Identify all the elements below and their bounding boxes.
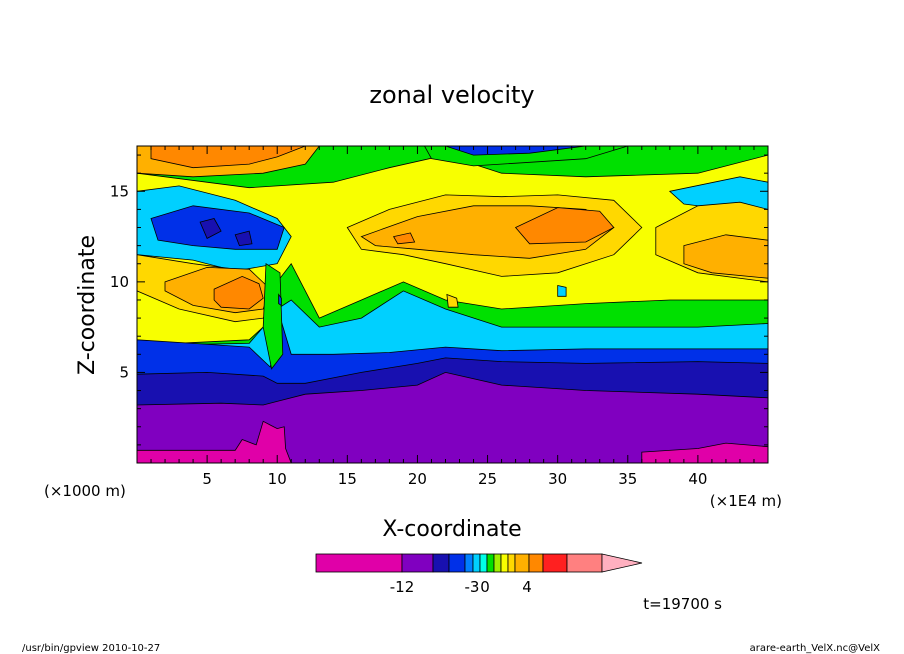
contour-region <box>262 262 284 370</box>
x-axis: 5 10 15 20 25 30 35 40 <box>150 146 755 488</box>
colorbar <box>315 553 643 573</box>
x-tick-label: 25 <box>478 470 497 488</box>
colorbar-tick-label: -12 <box>390 578 415 596</box>
colorbar-segment <box>472 553 481 573</box>
contour-region <box>213 275 264 310</box>
colorbar-segment <box>432 553 450 573</box>
contour-region <box>137 146 320 242</box>
x-tick-label: 5 <box>202 470 212 488</box>
x-tick-label: 20 <box>408 470 427 488</box>
y-tick-label: 10 <box>110 273 129 291</box>
plot-area <box>137 146 768 463</box>
colorbar-segment <box>464 553 474 573</box>
colorbar-segment <box>507 553 516 573</box>
colorbar-tick-label: -3 <box>465 578 480 596</box>
x-tick-label: 35 <box>618 470 637 488</box>
colorbar-segment <box>566 553 603 573</box>
y-tick-label: 15 <box>110 182 129 200</box>
contour-region <box>278 293 282 307</box>
y-axis-label: Z-coordinate <box>75 235 100 375</box>
contour-region <box>199 218 222 239</box>
x-tick-label: 30 <box>548 470 567 488</box>
colorbar-tick-label: 4 <box>522 578 532 596</box>
colorbar-segment <box>315 553 403 573</box>
x-tick-label: 10 <box>268 470 287 488</box>
contour-region <box>557 285 567 297</box>
plot-frame <box>136 145 769 464</box>
contour-region <box>234 230 253 247</box>
footer-right: arare-earth_VelX.nc@VelX <box>750 643 881 654</box>
colorbar-segment <box>493 553 502 573</box>
contour-region <box>446 293 459 308</box>
contour-region <box>392 232 416 245</box>
colorbar-segment <box>486 553 495 573</box>
contour-region <box>137 420 292 463</box>
contour-region <box>641 442 768 463</box>
chart-title: zonal velocity <box>369 81 534 109</box>
y-tick-label: 5 <box>119 363 129 381</box>
footer-left: /usr/bin/gpview 2010-10-27 <box>22 643 160 654</box>
colorbar-segment <box>542 553 568 573</box>
colorbar-segment <box>514 553 530 573</box>
contour-region <box>683 234 768 279</box>
colorbar-extension <box>601 553 643 573</box>
contour-region <box>150 146 306 169</box>
colorbar-labels: -12 -3 0 4 <box>390 578 532 596</box>
colorbar-segment <box>401 553 434 573</box>
contour-region <box>445 146 586 156</box>
colorbar-segment <box>528 553 544 573</box>
contour-region <box>137 371 768 463</box>
colorbar-segment <box>479 553 488 573</box>
x-unit-left: (×1000 m) <box>44 482 126 500</box>
x-unit-right: (×1E4 m) <box>710 492 782 510</box>
x-axis-label: X-coordinate <box>382 517 521 542</box>
x-tick-label: 15 <box>338 470 357 488</box>
y-axis: 5 10 15 <box>110 154 768 446</box>
colorbar-segment <box>448 553 466 573</box>
time-label: t=19700 s <box>643 595 722 613</box>
x-tick-label: 40 <box>688 470 707 488</box>
colorbar-segment <box>500 553 509 573</box>
contour-region <box>514 207 615 245</box>
colorbar-tick-label: 0 <box>480 578 490 596</box>
